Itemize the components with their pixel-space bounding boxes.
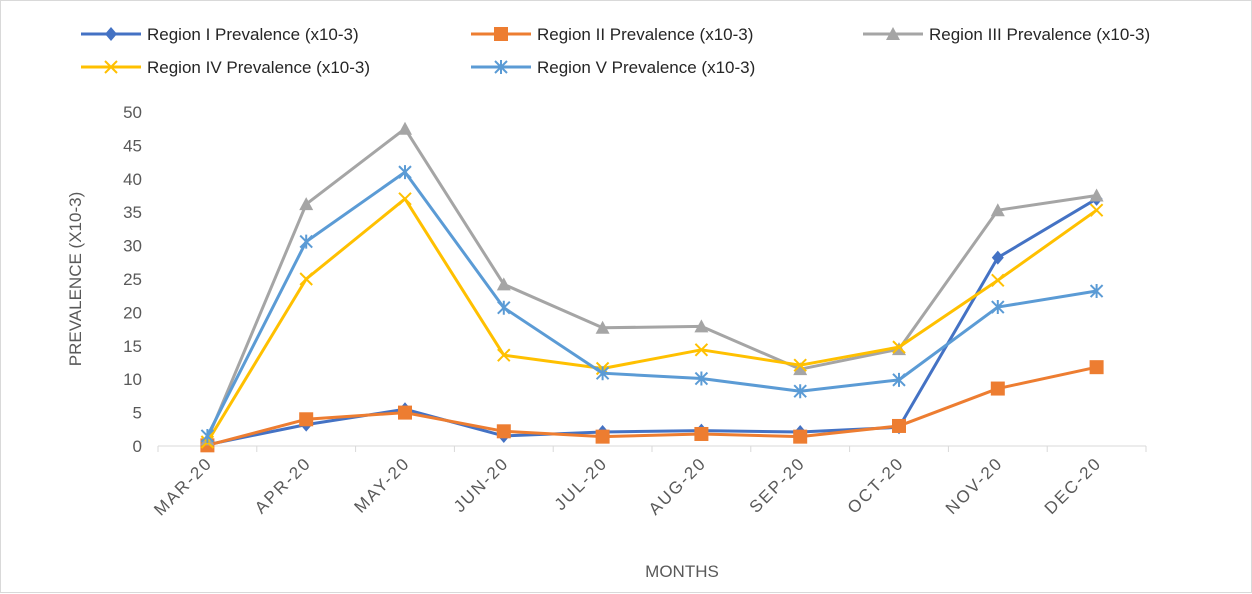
x-tick-label: APR-20 bbox=[251, 453, 315, 517]
legend-marker bbox=[104, 60, 118, 74]
data-point bbox=[892, 418, 906, 433]
data-point bbox=[497, 300, 511, 315]
legend-label: Region II Prevalence (x10-3) bbox=[537, 25, 753, 44]
data-point bbox=[793, 384, 807, 399]
data-point bbox=[398, 192, 412, 206]
data-point bbox=[991, 300, 1005, 315]
data-point bbox=[793, 429, 808, 444]
data-point bbox=[1089, 203, 1104, 217]
legend-label: Region I Prevalence (x10-3) bbox=[147, 25, 359, 44]
series-group bbox=[200, 121, 1104, 446]
data-point bbox=[299, 234, 313, 249]
x-axis: MAR-20 APR-20 MAY-20 JUN-20 JUL-20 AUG-20 SEP-… bbox=[150, 445, 1147, 519]
series-group bbox=[200, 165, 1104, 443]
y-tick-label: 20 bbox=[123, 303, 142, 322]
y-tick-label: 35 bbox=[123, 203, 142, 222]
series-line bbox=[206, 127, 1097, 440]
data-point bbox=[398, 121, 412, 135]
data-point bbox=[991, 250, 1004, 265]
data-point bbox=[200, 428, 215, 443]
data-point bbox=[694, 319, 709, 333]
y-tick-label: 15 bbox=[123, 337, 142, 356]
series-layer bbox=[200, 121, 1104, 453]
legend-marker bbox=[886, 27, 900, 40]
y-tick-label: 5 bbox=[133, 404, 142, 423]
y-tick-label: 0 bbox=[133, 437, 142, 456]
data-point bbox=[595, 320, 610, 334]
data-point bbox=[892, 372, 906, 387]
y-tick-label: 50 bbox=[123, 103, 142, 122]
series-group bbox=[201, 191, 1103, 452]
x-tick-label: DEC-20 bbox=[1041, 453, 1106, 518]
legend-marker bbox=[494, 60, 508, 74]
series-group bbox=[200, 192, 1104, 449]
legend-item: Region I Prevalence (x10-3) bbox=[81, 25, 359, 44]
series-line bbox=[207, 365, 1097, 447]
series-line bbox=[206, 170, 1097, 437]
legend-item: Region V Prevalence (x10-3) bbox=[471, 58, 755, 77]
x-tick-label: NOV-20 bbox=[942, 453, 1007, 518]
data-point bbox=[694, 343, 709, 357]
data-point bbox=[991, 273, 1005, 288]
y-axis-title: PREVALENCE (X10-3) bbox=[66, 192, 85, 366]
legend-item: Region III Prevalence (x10-3) bbox=[863, 25, 1150, 44]
data-point bbox=[793, 362, 808, 376]
x-axis-title: MONTHS bbox=[645, 562, 719, 581]
y-axis: 0 5 10 15 20 25 30 35 40 45 50 bbox=[123, 103, 142, 456]
data-point bbox=[299, 197, 314, 211]
data-point bbox=[892, 340, 906, 354]
data-point bbox=[990, 203, 1005, 217]
x-tick-label: JUN-20 bbox=[450, 453, 513, 516]
x-tick-label: SEP-20 bbox=[746, 453, 809, 516]
legend-item: Region II Prevalence (x10-3) bbox=[471, 25, 753, 44]
series-group bbox=[200, 360, 1104, 453]
data-point bbox=[793, 358, 807, 372]
x-tick-label: MAY-20 bbox=[350, 453, 413, 516]
legend-marker bbox=[494, 27, 508, 41]
data-point bbox=[1089, 360, 1104, 375]
legend-label: Region IV Prevalence (x10-3) bbox=[147, 58, 370, 77]
y-tick-label: 45 bbox=[123, 136, 142, 155]
data-point bbox=[694, 426, 709, 441]
data-point bbox=[299, 412, 314, 427]
legend-label: Region V Prevalence (x10-3) bbox=[537, 58, 755, 77]
y-tick-label: 10 bbox=[123, 370, 142, 389]
data-point bbox=[595, 429, 610, 444]
data-point bbox=[496, 424, 511, 439]
x-tick-label: MAR-20 bbox=[150, 453, 216, 519]
data-point bbox=[1089, 284, 1104, 299]
series-line bbox=[207, 197, 1098, 447]
x-tick-label: AUG-20 bbox=[645, 453, 710, 518]
y-tick-label: 40 bbox=[123, 170, 142, 189]
data-point bbox=[497, 348, 511, 362]
legend-label: Region III Prevalence (x10-3) bbox=[929, 25, 1150, 44]
y-tick-label: 30 bbox=[123, 237, 142, 256]
legend: Region I Prevalence (x10-3) Region II Pre… bbox=[81, 25, 1150, 77]
x-tick-label: JUL-20 bbox=[551, 453, 612, 514]
data-point bbox=[398, 405, 412, 420]
data-point bbox=[694, 371, 709, 386]
y-tick-label: 25 bbox=[123, 270, 142, 289]
data-point bbox=[398, 165, 412, 180]
data-point bbox=[496, 277, 511, 291]
data-point bbox=[990, 381, 1005, 396]
data-point bbox=[595, 366, 610, 381]
x-tick-label: OCT-20 bbox=[844, 453, 908, 517]
data-point bbox=[299, 272, 313, 286]
series-line bbox=[206, 197, 1098, 443]
data-point bbox=[1089, 188, 1104, 202]
legend-marker bbox=[105, 27, 117, 41]
legend-item: Region IV Prevalence (x10-3) bbox=[81, 58, 370, 77]
